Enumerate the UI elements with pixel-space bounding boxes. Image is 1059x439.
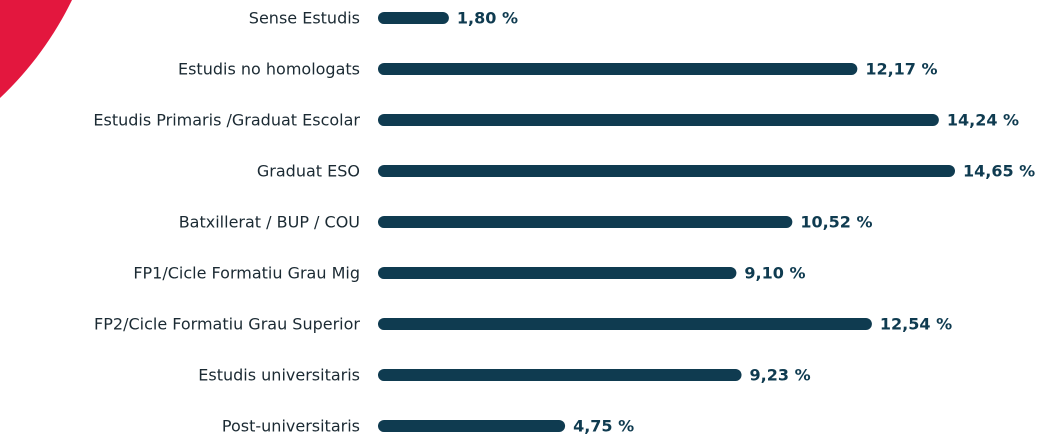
- value-label: 9,23 %: [750, 366, 811, 385]
- value-label: 9,10 %: [744, 264, 805, 283]
- value-label: 10,52 %: [800, 213, 872, 232]
- bar: [378, 216, 793, 228]
- bar: [378, 369, 742, 381]
- bar: [378, 114, 939, 126]
- bar: [378, 267, 737, 279]
- category-label: Estudis no homologats: [178, 60, 360, 79]
- category-label: Post-universitaris: [222, 417, 360, 436]
- category-label: Estudis universitaris: [198, 366, 360, 385]
- value-label: 14,24 %: [947, 111, 1019, 130]
- category-label: Graduat ESO: [257, 162, 360, 181]
- bar: [378, 12, 449, 24]
- category-label: FP1/Cicle Formatiu Grau Mig: [133, 264, 360, 283]
- value-label: 4,75 %: [573, 417, 634, 436]
- value-label: 14,65 %: [963, 162, 1035, 181]
- bar: [378, 318, 872, 330]
- category-label: Sense Estudis: [249, 9, 360, 28]
- bar: [378, 63, 858, 75]
- value-label: 1,80 %: [457, 9, 518, 28]
- category-label: Batxillerat / BUP / COU: [179, 213, 360, 232]
- category-label: FP2/Cicle Formatiu Grau Superior: [94, 315, 360, 334]
- category-label: Estudis Primaris /Graduat Escolar: [93, 111, 360, 130]
- bar: [378, 165, 955, 177]
- value-label: 12,54 %: [880, 315, 952, 334]
- decoration: [0, 0, 72, 98]
- bar: [378, 420, 566, 432]
- value-label: 12,17 %: [865, 60, 937, 79]
